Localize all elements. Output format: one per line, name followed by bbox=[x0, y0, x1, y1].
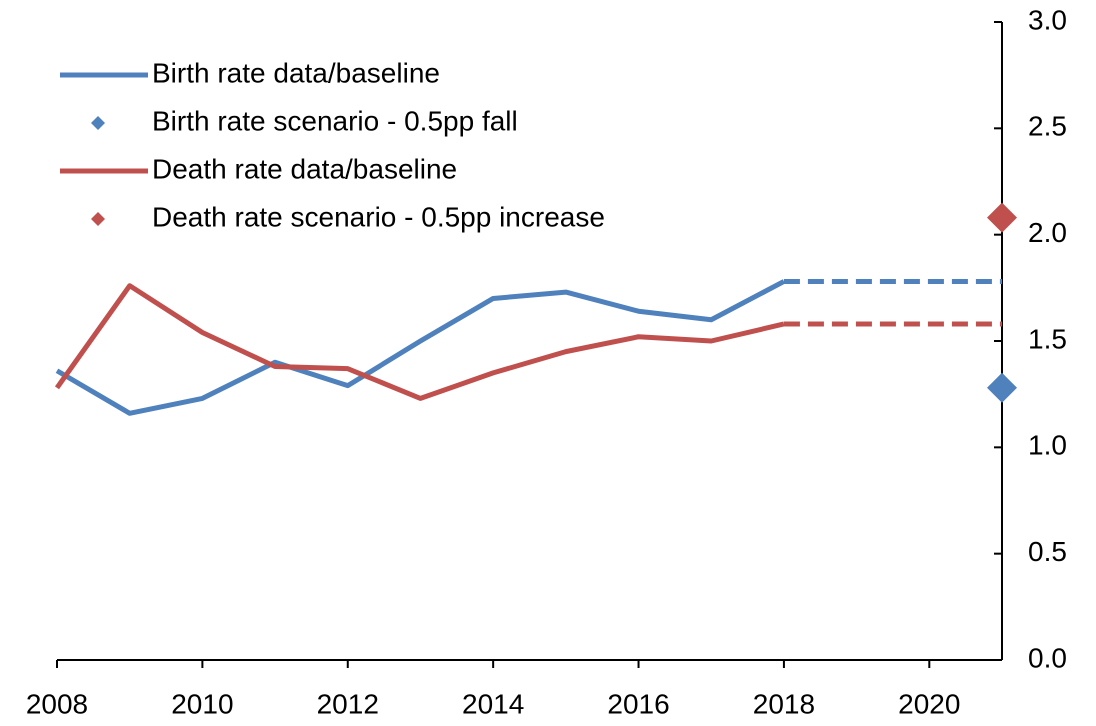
y-tick-label: 0.5 bbox=[1028, 536, 1067, 567]
x-tick-label: 2010 bbox=[171, 688, 233, 719]
y-tick-label: 0.0 bbox=[1028, 642, 1067, 673]
y-tick-label: 1.0 bbox=[1028, 430, 1067, 461]
data-line bbox=[54, 283, 785, 401]
x-tick-label: 2008 bbox=[26, 688, 88, 719]
y-tick-label: 3.0 bbox=[1028, 4, 1067, 35]
x-tick-label: 2014 bbox=[462, 688, 524, 719]
x-tick-label: 2020 bbox=[898, 688, 960, 719]
y-tick-label: 2.5 bbox=[1028, 111, 1067, 142]
y-tick-label: 2.0 bbox=[1028, 217, 1067, 248]
legend-label: Birth rate scenario - 0.5pp fall bbox=[152, 105, 518, 136]
y-tick-label: 1.5 bbox=[1028, 323, 1067, 354]
scenario-marker bbox=[987, 202, 1017, 233]
x-tick-label: 2018 bbox=[753, 688, 815, 719]
legend-marker bbox=[91, 212, 105, 226]
data-line bbox=[55, 279, 786, 416]
legend-label: Death rate data/baseline bbox=[152, 153, 457, 184]
legend-marker bbox=[91, 116, 105, 130]
x-tick-label: 2016 bbox=[607, 688, 669, 719]
scenario-marker bbox=[987, 372, 1017, 403]
x-tick-label: 2012 bbox=[317, 688, 379, 719]
legend-label: Death rate scenario - 0.5pp increase bbox=[152, 201, 605, 232]
legend-label: Birth rate data/baseline bbox=[152, 57, 440, 88]
